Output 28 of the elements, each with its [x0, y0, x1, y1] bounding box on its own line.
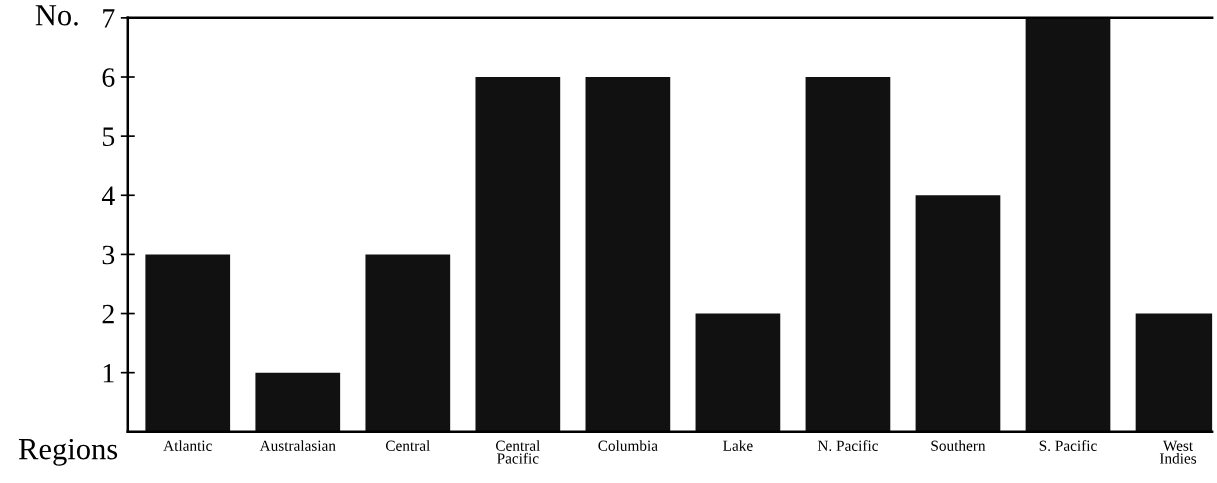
- bar: [585, 77, 671, 432]
- y-tick-label: 7: [103, 9, 115, 28]
- x-tick-label: Australasian: [259, 440, 336, 451]
- bar: [695, 313, 781, 432]
- x-tick-label: Southern: [931, 440, 986, 451]
- bar: [915, 195, 1001, 432]
- x-tick-label: Columbia: [598, 440, 658, 451]
- y-tick-label: 3: [102, 245, 115, 265]
- bar: [1025, 17, 1111, 432]
- bar: [805, 77, 891, 432]
- y-tick-label: 6: [102, 68, 115, 87]
- y-tick-label: 4: [101, 186, 115, 205]
- bar: [255, 372, 341, 432]
- x-tick-label: N. Pacific: [817, 439, 879, 451]
- bar: [365, 254, 451, 432]
- x-axis-title: Regions: [18, 438, 118, 466]
- x-tick-label: West Indies: [1159, 440, 1197, 464]
- bar: [145, 254, 231, 432]
- x-tick-label: Atlantic: [163, 440, 212, 451]
- x-tick-label: Lake: [723, 440, 753, 451]
- bar: [475, 77, 561, 432]
- x-tick-label: S. Pacific: [1039, 439, 1097, 451]
- x-tick-label: Central: [385, 440, 430, 451]
- y-axis-title: No.: [35, 5, 78, 26]
- x-tick-label: Central Pacific: [495, 440, 541, 464]
- y-tick-label: 2: [102, 304, 114, 324]
- y-tick-label: 1: [103, 363, 114, 383]
- y-tick-label: 5: [103, 127, 115, 147]
